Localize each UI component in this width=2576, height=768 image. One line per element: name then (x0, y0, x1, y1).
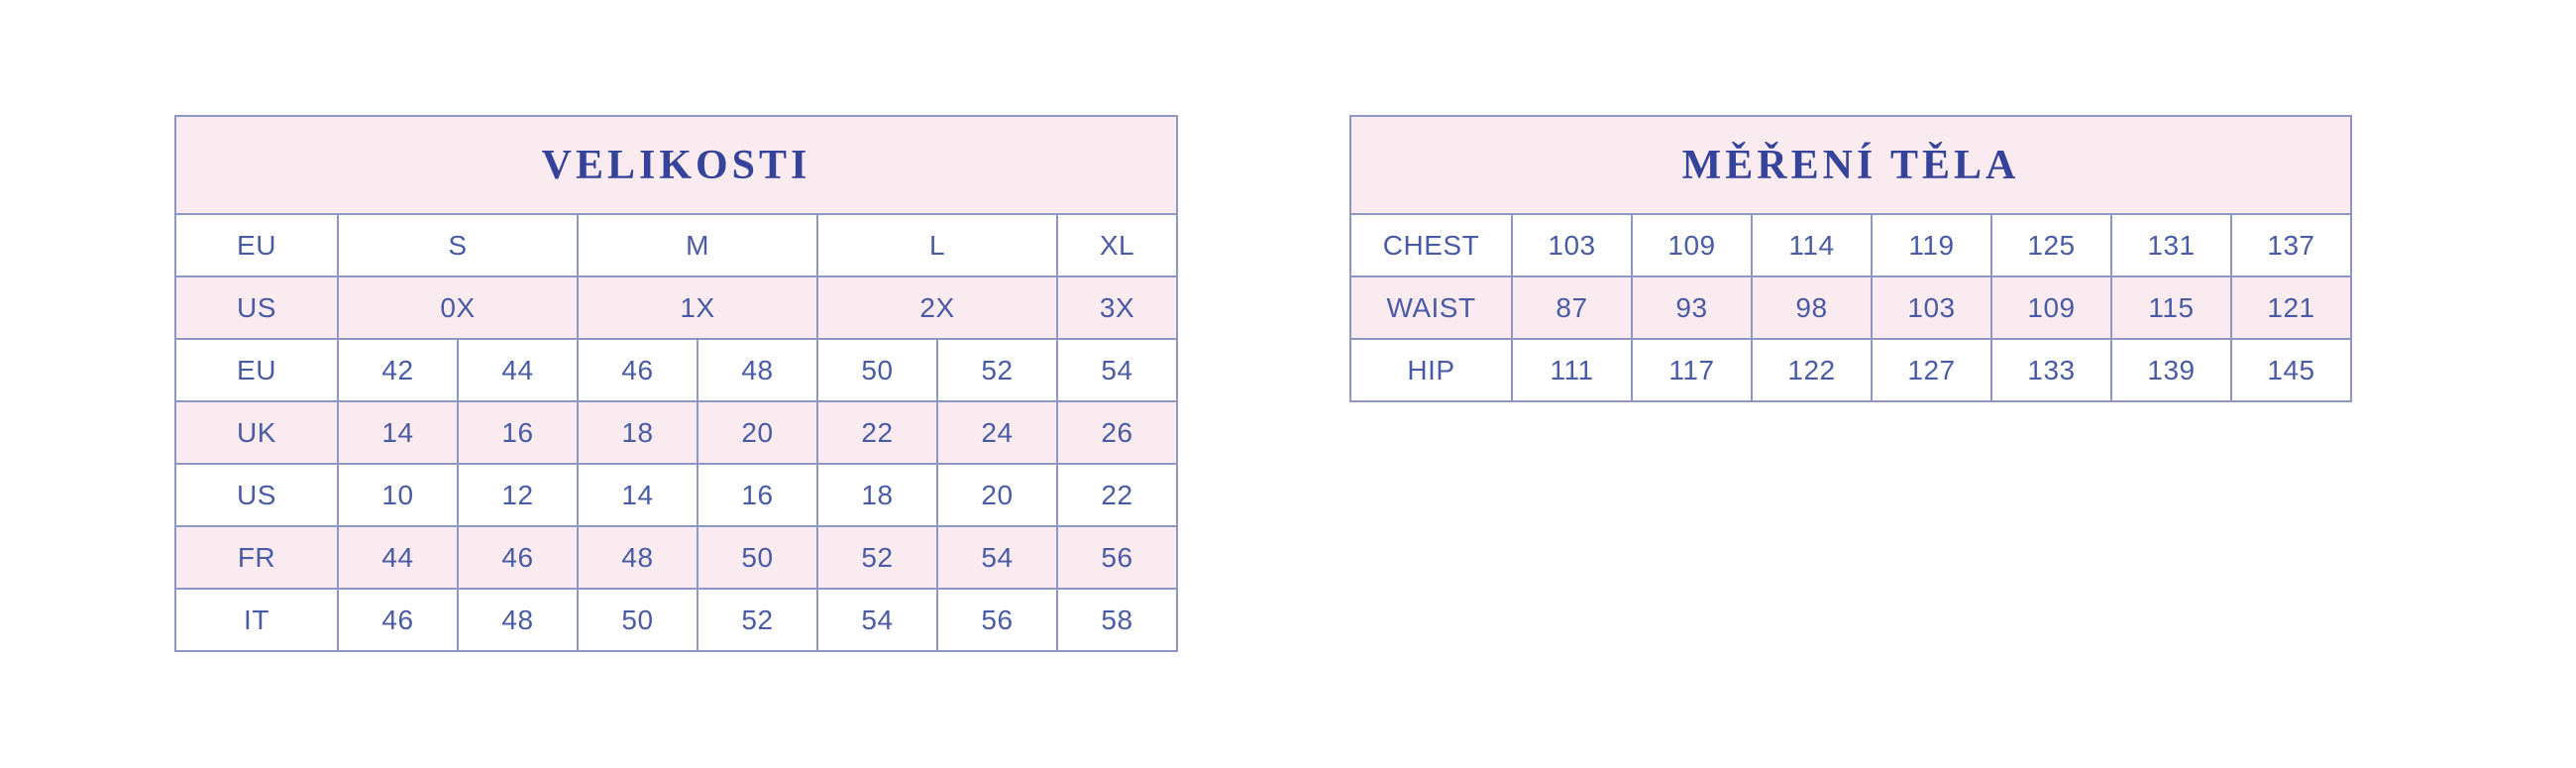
value-cell: 42 (337, 338, 459, 402)
table-row: CHEST 103 109 114 119 125 131 137 (1349, 213, 2352, 277)
value-cell: 46 (457, 525, 579, 590)
value-cell: 56 (936, 588, 1058, 652)
row-label: WAIST (1349, 275, 1513, 340)
value-cell: M (577, 213, 818, 277)
table-row: WAIST 87 93 98 103 109 115 121 (1349, 275, 2352, 340)
value-cell: 16 (697, 463, 818, 527)
table-row: EU 42 44 46 48 50 52 54 (174, 338, 1178, 402)
value-cell: 16 (457, 400, 579, 465)
value-cell: 119 (1871, 213, 1992, 277)
value-cell: 111 (1511, 338, 1633, 402)
row-label: HIP (1349, 338, 1513, 402)
value-cell: 52 (936, 338, 1058, 402)
value-cell: 54 (936, 525, 1058, 590)
table-row: HIP 111 117 122 127 133 139 145 (1349, 338, 2352, 402)
value-cell: 117 (1631, 338, 1753, 402)
value-cell: 46 (577, 338, 698, 402)
value-cell: 125 (1990, 213, 2112, 277)
value-cell: 115 (2110, 275, 2232, 340)
value-cell: 52 (697, 588, 818, 652)
value-cell: 2X (816, 275, 1058, 340)
row-label: CHEST (1349, 213, 1513, 277)
table-row: US 10 12 14 16 18 20 22 (174, 463, 1178, 527)
value-cell: 26 (1056, 400, 1178, 465)
value-cell: 48 (577, 525, 698, 590)
value-cell: 20 (936, 463, 1058, 527)
value-cell: 1X (577, 275, 818, 340)
row-label: EU (174, 213, 339, 277)
value-cell: 44 (337, 525, 459, 590)
value-cell: 133 (1990, 338, 2112, 402)
value-cell: 48 (457, 588, 579, 652)
value-cell: 12 (457, 463, 579, 527)
sizes-table: VELIKOSTI EU S M L XL US 0X 1X 2X 3X EU 42 44 46 48 50 5… (174, 115, 1178, 652)
value-cell: 22 (1056, 463, 1178, 527)
value-cell: 87 (1511, 275, 1633, 340)
value-cell: 131 (2110, 213, 2232, 277)
value-cell: 20 (697, 400, 818, 465)
value-cell: 137 (2230, 213, 2352, 277)
value-cell: 56 (1056, 525, 1178, 590)
row-label: FR (174, 525, 339, 590)
value-cell: 145 (2230, 338, 2352, 402)
value-cell: 114 (1751, 213, 1873, 277)
measurements-table-title: MĚŘENÍ TĚLA (1349, 115, 2352, 215)
value-cell: 3X (1056, 275, 1178, 340)
table-header-row: MĚŘENÍ TĚLA (1349, 115, 2352, 215)
sizes-table-title: VELIKOSTI (174, 115, 1178, 215)
value-cell: 122 (1751, 338, 1873, 402)
value-cell: 22 (816, 400, 938, 465)
value-cell: 46 (337, 588, 459, 652)
value-cell: 10 (337, 463, 459, 527)
value-cell: 24 (936, 400, 1058, 465)
value-cell: 0X (337, 275, 579, 340)
value-cell: 121 (2230, 275, 2352, 340)
value-cell: 50 (816, 338, 938, 402)
row-label: UK (174, 400, 339, 465)
table-row: EU S M L XL (174, 213, 1178, 277)
value-cell: 18 (577, 400, 698, 465)
value-cell: L (816, 213, 1058, 277)
table-row: US 0X 1X 2X 3X (174, 275, 1178, 340)
measurements-table: MĚŘENÍ TĚLA CHEST 103 109 114 119 125 131 137 WA… (1349, 115, 2352, 402)
value-cell: 93 (1631, 275, 1753, 340)
value-cell: 54 (1056, 338, 1178, 402)
value-cell: 48 (697, 338, 818, 402)
value-cell: 52 (816, 525, 938, 590)
value-cell: 103 (1511, 213, 1633, 277)
value-cell: 127 (1871, 338, 1992, 402)
value-cell: 50 (697, 525, 818, 590)
value-cell: 18 (816, 463, 938, 527)
value-cell: S (337, 213, 579, 277)
value-cell: 109 (1631, 213, 1753, 277)
row-label: EU (174, 338, 339, 402)
row-label: US (174, 463, 339, 527)
value-cell: 58 (1056, 588, 1178, 652)
value-cell: XL (1056, 213, 1178, 277)
value-cell: 103 (1871, 275, 1992, 340)
value-cell: 98 (1751, 275, 1873, 340)
table-header-row: VELIKOSTI (174, 115, 1178, 215)
value-cell: 14 (337, 400, 459, 465)
table-row: FR 44 46 48 50 52 54 56 (174, 525, 1178, 590)
value-cell: 54 (816, 588, 938, 652)
value-cell: 139 (2110, 338, 2232, 402)
row-label: IT (174, 588, 339, 652)
table-row: IT 46 48 50 52 54 56 58 (174, 588, 1178, 652)
value-cell: 50 (577, 588, 698, 652)
value-cell: 44 (457, 338, 579, 402)
value-cell: 109 (1990, 275, 2112, 340)
table-row: UK 14 16 18 20 22 24 26 (174, 400, 1178, 465)
value-cell: 14 (577, 463, 698, 527)
row-label: US (174, 275, 339, 340)
